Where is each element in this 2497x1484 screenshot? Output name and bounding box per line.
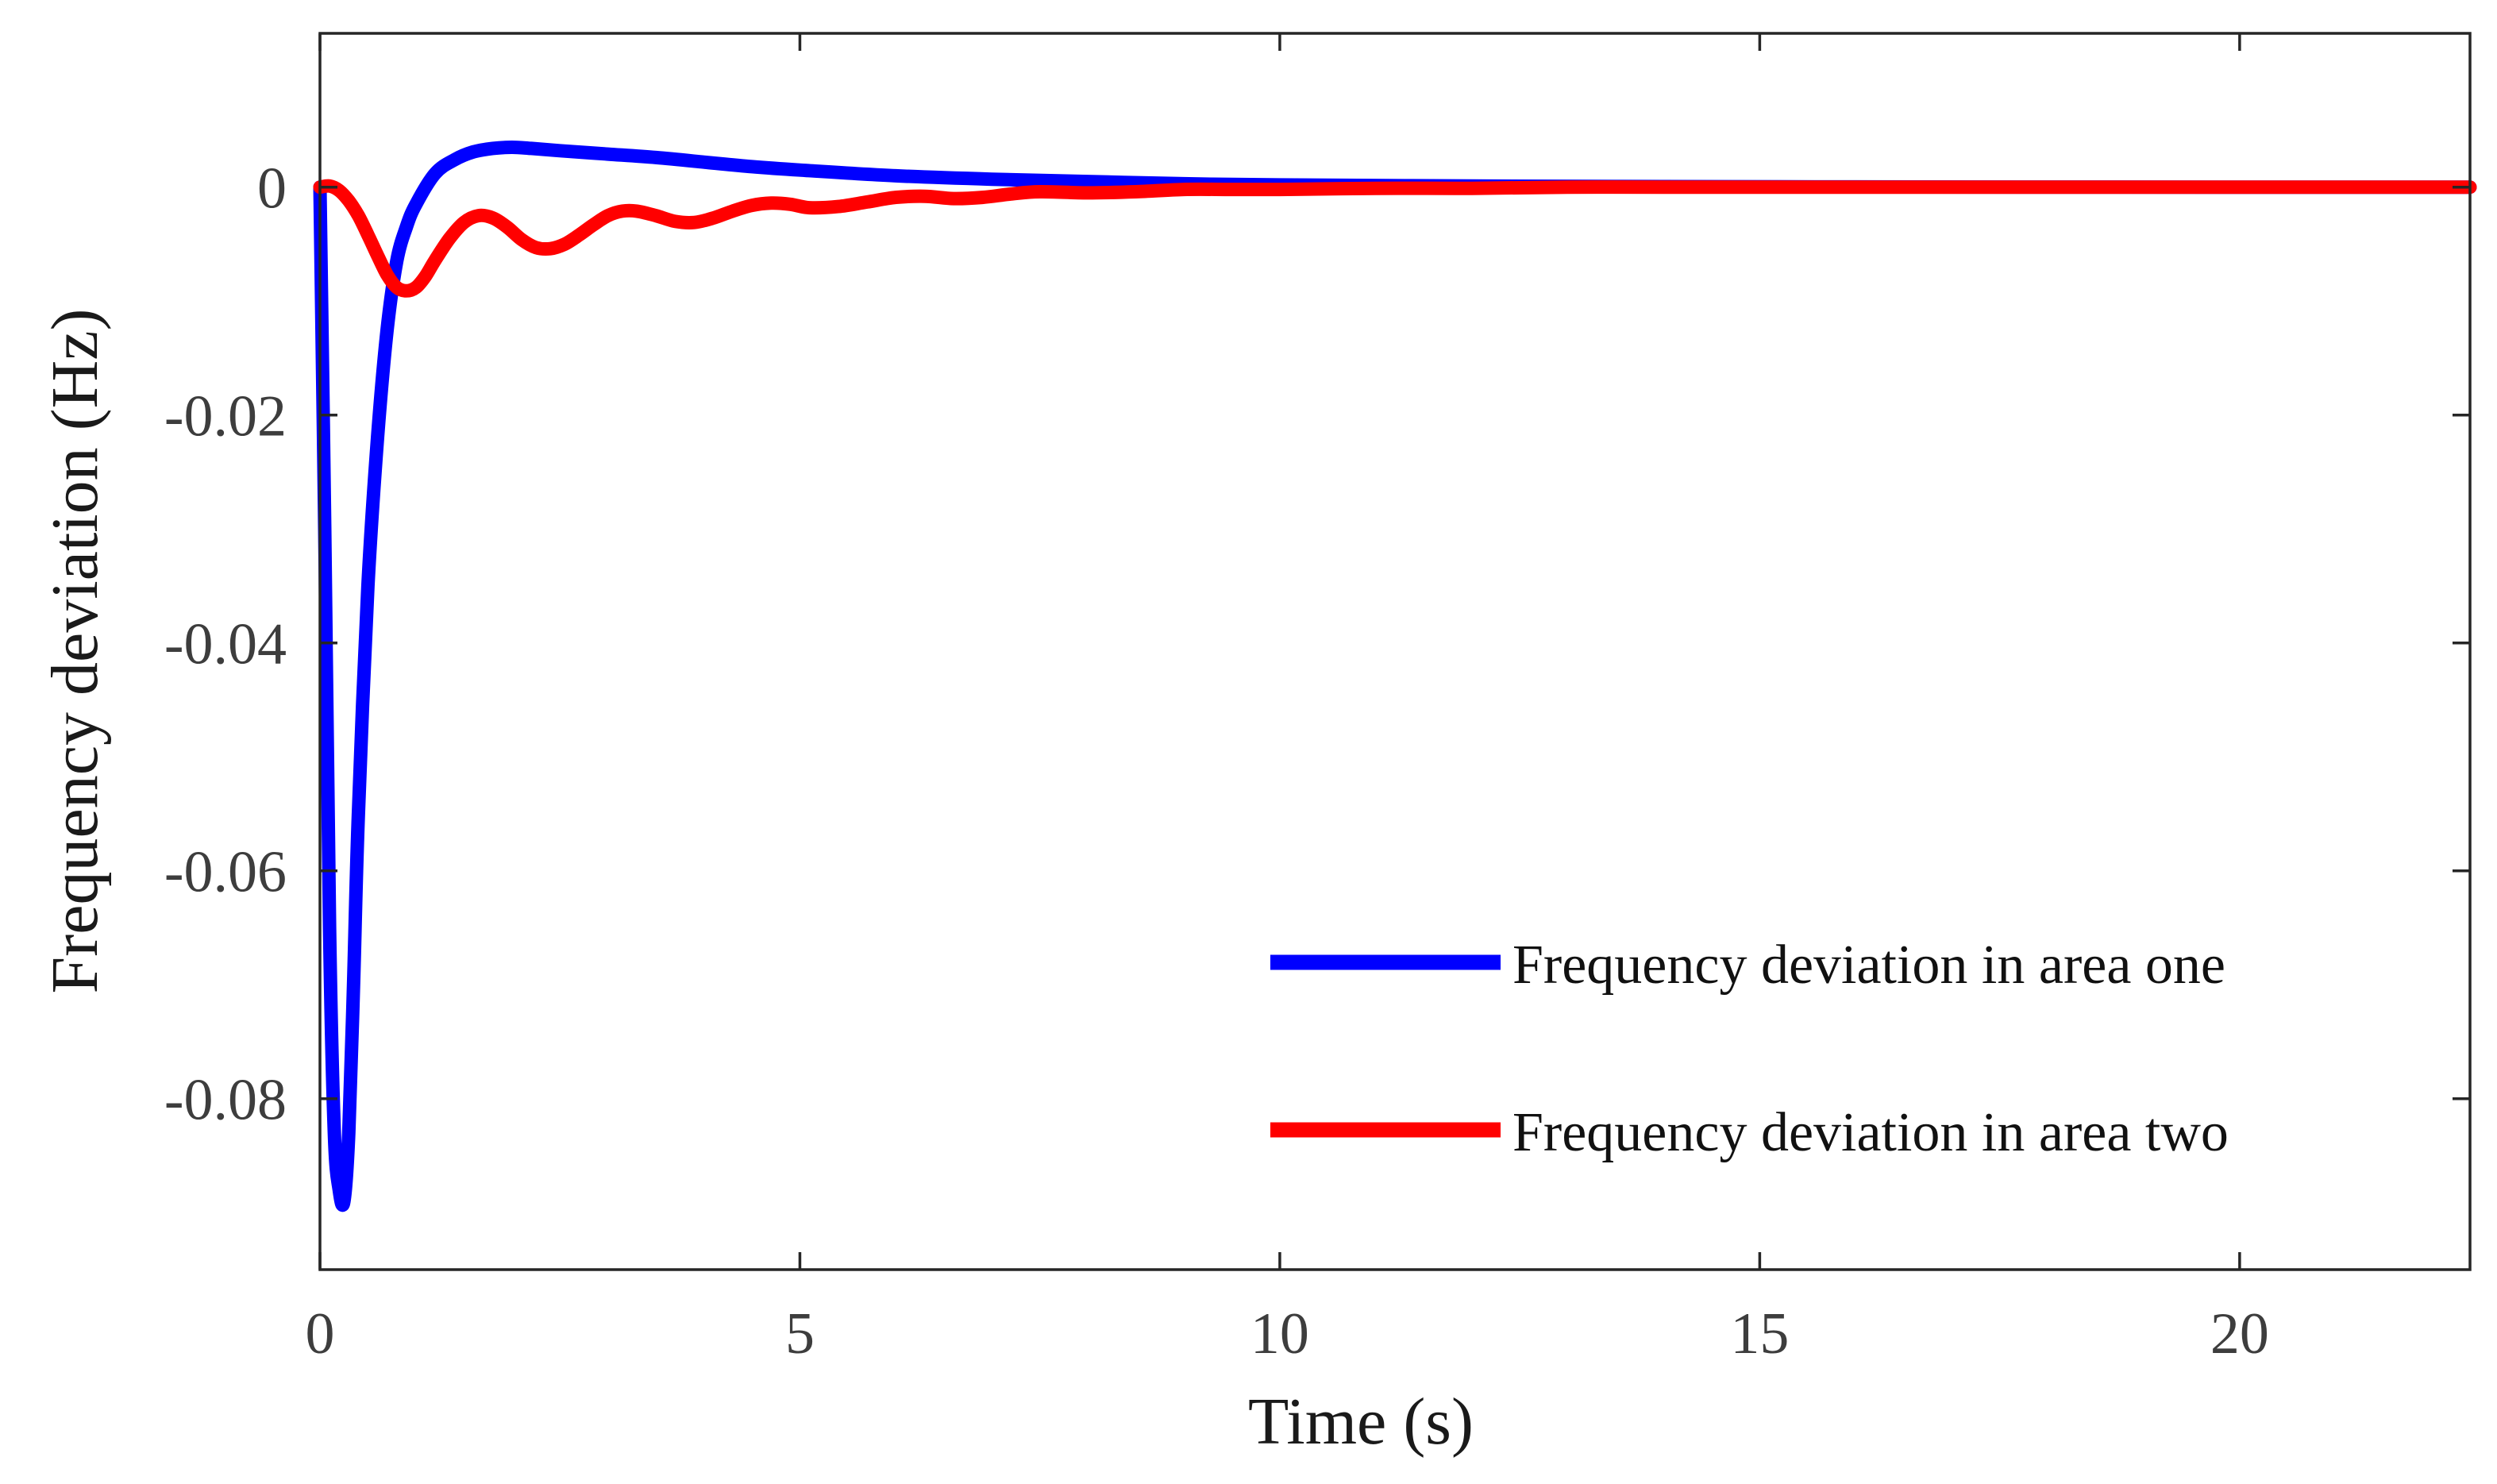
legend-label-area-one: Frequency deviation in area one (1512, 935, 2225, 996)
y-tick-label: -0.02 (164, 384, 287, 449)
axes-box (318, 32, 2472, 1271)
series-layer (313, 141, 2477, 1212)
y-tick-label: -0.08 (164, 1068, 287, 1133)
legend-label-area-two: Frequency deviation in area two (1512, 1102, 2229, 1163)
ticks-layer (318, 33, 2470, 1270)
y-tick-label: -0.06 (164, 840, 287, 905)
x-tick-label: 0 (306, 1301, 335, 1366)
y-tick-label: -0.04 (164, 612, 287, 677)
y-tick-label: 0 (257, 156, 287, 222)
x-tick-label: 20 (2210, 1301, 2269, 1366)
x-axis-title: Time (s) (1248, 1385, 1474, 1459)
series-line-area-two (313, 179, 2477, 298)
x-tick-label: 5 (785, 1301, 815, 1366)
x-tick-label: 10 (1250, 1301, 1309, 1366)
series-line-area-one (313, 141, 2477, 1212)
x-tick-label: 15 (1730, 1301, 1789, 1366)
legend: Frequency deviation in area one Frequenc… (1270, 935, 2229, 1163)
y-axis-title: Frequency deviation (Hz) (38, 308, 112, 993)
tick-labels-layer: 0 5 10 15 20 0 -0.02 -0.04 -0.06 -0.08 (164, 156, 2269, 1366)
